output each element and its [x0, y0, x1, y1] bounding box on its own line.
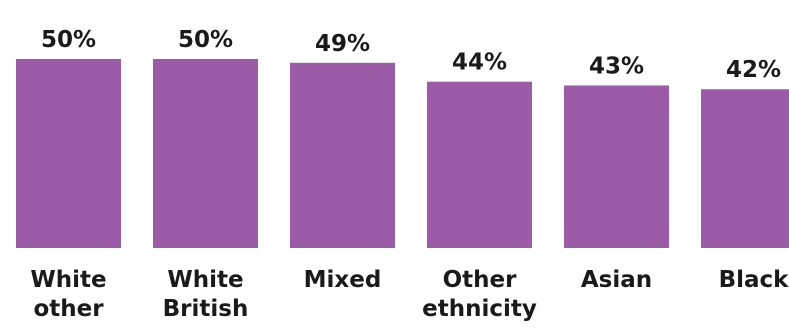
category-label-line: White: [30, 267, 106, 293]
value-label: 49%: [315, 31, 370, 57]
category-label: White other: [30, 267, 106, 322]
value-label: 43%: [589, 53, 644, 79]
value-label: 50%: [178, 27, 233, 53]
bar-black: [701, 89, 789, 249]
category-label-line: Mixed: [304, 267, 382, 293]
value-label: 42%: [726, 57, 781, 83]
value-label: 44%: [452, 50, 507, 76]
category-label: White British: [163, 267, 249, 322]
value-labels-group: 50% 50% 49% 44% 43% 42%: [41, 27, 781, 83]
category-label: Asian: [581, 267, 652, 293]
category-label: Other ethnicity: [422, 267, 537, 322]
category-label-line: Black: [719, 267, 789, 293]
value-label: 50%: [41, 27, 96, 53]
bar-white-other: [16, 59, 121, 248]
bar-white-british: [153, 59, 258, 248]
bar-mixed: [290, 62, 395, 248]
category-label-line: ethnicity: [422, 296, 537, 322]
category-label-line: Other: [443, 267, 518, 293]
bar-asian: [564, 85, 669, 249]
category-label: Mixed: [304, 267, 382, 293]
category-label-line: other: [33, 296, 104, 322]
bar-other-ethnicity: [427, 81, 532, 249]
category-label-line: British: [163, 296, 249, 322]
category-label-line: Asian: [581, 267, 652, 293]
category-label-line: White: [167, 267, 243, 293]
category-label: Black: [719, 267, 789, 293]
bars-group: [16, 59, 789, 249]
category-labels-group: White other White British Mixed Other ethnicit…: [30, 267, 789, 322]
